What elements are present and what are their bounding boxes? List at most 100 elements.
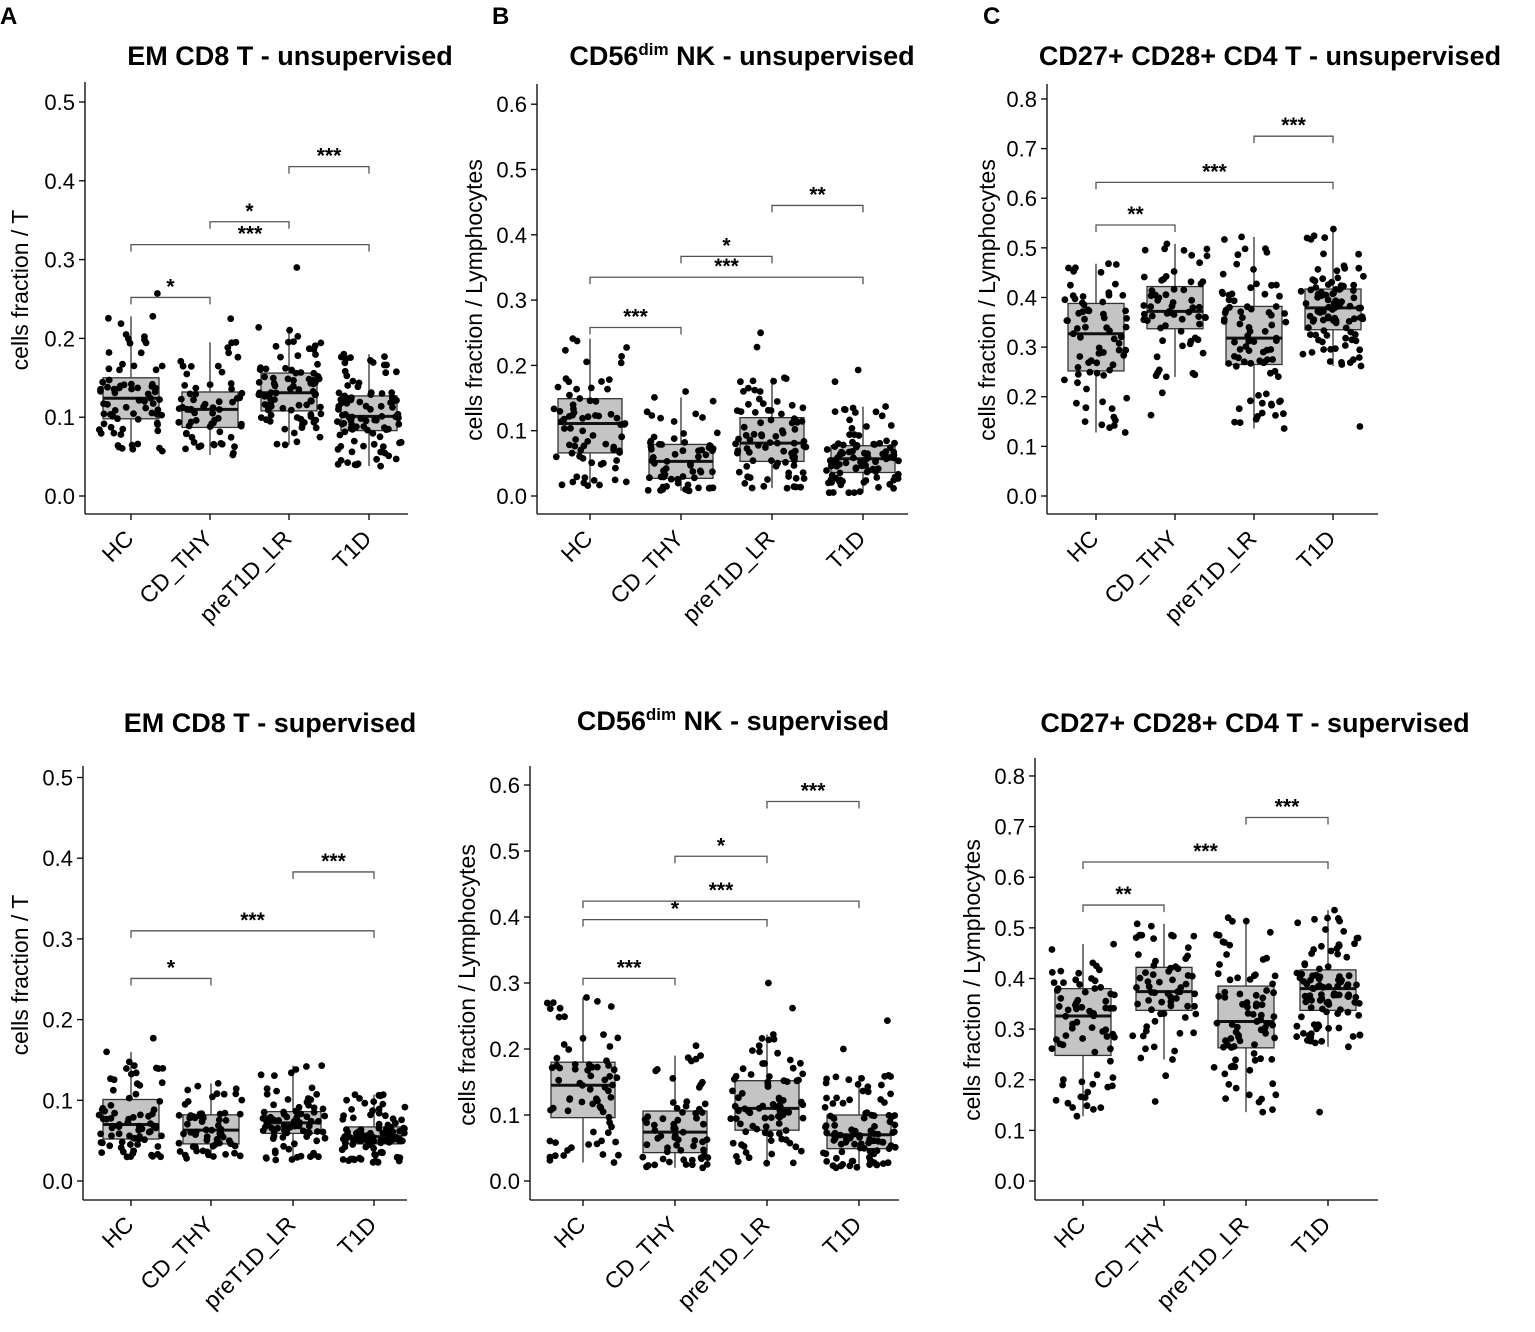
data-point: [759, 400, 767, 407]
data-point: [863, 423, 870, 430]
significance-label: **: [1127, 203, 1144, 226]
data-point: [1103, 1033, 1111, 1040]
data-point: [604, 385, 611, 393]
data-point: [748, 484, 756, 492]
data-point: [791, 426, 799, 433]
data-point: [344, 459, 351, 466]
data-point: [97, 1130, 104, 1138]
y-tick-label: 0.0: [1006, 484, 1037, 509]
data-point: [1226, 303, 1233, 311]
data-point: [369, 359, 377, 366]
data-point: [1252, 1002, 1260, 1010]
data-point: [788, 401, 796, 409]
data-point: [1327, 345, 1334, 353]
x-category-label: preT1D_LR: [677, 525, 779, 627]
data-point: [860, 478, 868, 486]
data-point: [884, 1159, 892, 1167]
data-point: [1178, 315, 1186, 323]
data-point: [349, 1114, 357, 1122]
data-point: [257, 1071, 265, 1079]
data-point: [552, 453, 560, 461]
data-point: [603, 1057, 610, 1065]
data-point: [367, 389, 375, 396]
data-point: [100, 410, 108, 418]
data-point: [1244, 332, 1252, 340]
y-tick-label: 0.0: [42, 1169, 73, 1194]
data-point: [860, 1144, 868, 1152]
data-point: [1194, 336, 1202, 344]
data-point: [592, 412, 599, 419]
data-point: [768, 457, 775, 464]
data-point: [1148, 312, 1156, 320]
data-point: [864, 1088, 872, 1096]
data-point: [272, 389, 280, 397]
data-point: [107, 1102, 115, 1109]
data-point: [376, 433, 384, 441]
data-point: [379, 443, 387, 451]
chart-title-main: CD27+ CD28+ CD4 T - supervised: [1040, 708, 1469, 738]
data-point: [229, 451, 237, 459]
data-point: [568, 1144, 575, 1151]
box-group-cd-thy: [175, 1080, 246, 1162]
data-point: [1323, 999, 1331, 1007]
data-point: [130, 362, 138, 370]
data-point: [370, 440, 378, 448]
data-point: [310, 418, 318, 426]
data-point: [589, 432, 597, 439]
data-point: [858, 1075, 865, 1082]
data-point: [1165, 308, 1173, 315]
data-point: [742, 431, 750, 439]
data-point: [387, 399, 394, 406]
data-point: [154, 1143, 162, 1150]
data-point: [1184, 952, 1191, 960]
y-tick-label: 0.2: [994, 1068, 1025, 1093]
data-point: [1281, 310, 1288, 317]
data-point: [685, 487, 693, 495]
data-point: [802, 443, 810, 451]
data-point: [874, 465, 882, 473]
data-point: [767, 1137, 775, 1144]
data-point: [1294, 919, 1302, 927]
data-point: [292, 1066, 300, 1073]
significance-label: ***: [240, 909, 265, 932]
y-axis-label: cells fraction / Lymphocytes: [454, 844, 480, 1126]
data-point: [799, 1101, 807, 1109]
data-point: [1331, 906, 1338, 914]
data-point: [238, 1096, 246, 1104]
significance-label: ***: [714, 255, 739, 278]
data-point: [1310, 232, 1318, 240]
data-point: [216, 406, 223, 413]
data-point: [571, 1061, 579, 1068]
data-point: [1269, 356, 1276, 363]
data-point: [1088, 975, 1095, 982]
data-point: [1064, 1099, 1072, 1107]
data-point: [271, 1072, 278, 1079]
significance-bracket: [209, 221, 290, 229]
data-point: [572, 436, 579, 443]
data-point: [344, 382, 352, 389]
data-point: [1246, 1066, 1254, 1074]
chart-title-main: EM CD8 T - supervised: [124, 708, 417, 738]
data-point: [97, 430, 105, 437]
data-point: [401, 1103, 409, 1111]
data-point: [1332, 317, 1340, 324]
data-point: [821, 1104, 829, 1111]
data-point: [216, 1110, 224, 1118]
data-point: [1081, 988, 1089, 996]
data-point: [731, 1102, 739, 1110]
data-point: [696, 1105, 703, 1113]
data-point: [883, 437, 890, 445]
data-point: [765, 1036, 773, 1044]
data-point: [110, 1076, 118, 1084]
data-point: [610, 1066, 618, 1074]
data-point: [210, 1153, 217, 1160]
data-point: [1307, 331, 1314, 338]
data-point: [1185, 308, 1193, 316]
x-category-label: T1D: [817, 1211, 866, 1260]
data-point: [1272, 412, 1279, 419]
data-point: [291, 1140, 298, 1148]
data-point: [141, 1136, 148, 1144]
data-point: [1059, 1081, 1066, 1089]
data-point: [1074, 364, 1082, 371]
